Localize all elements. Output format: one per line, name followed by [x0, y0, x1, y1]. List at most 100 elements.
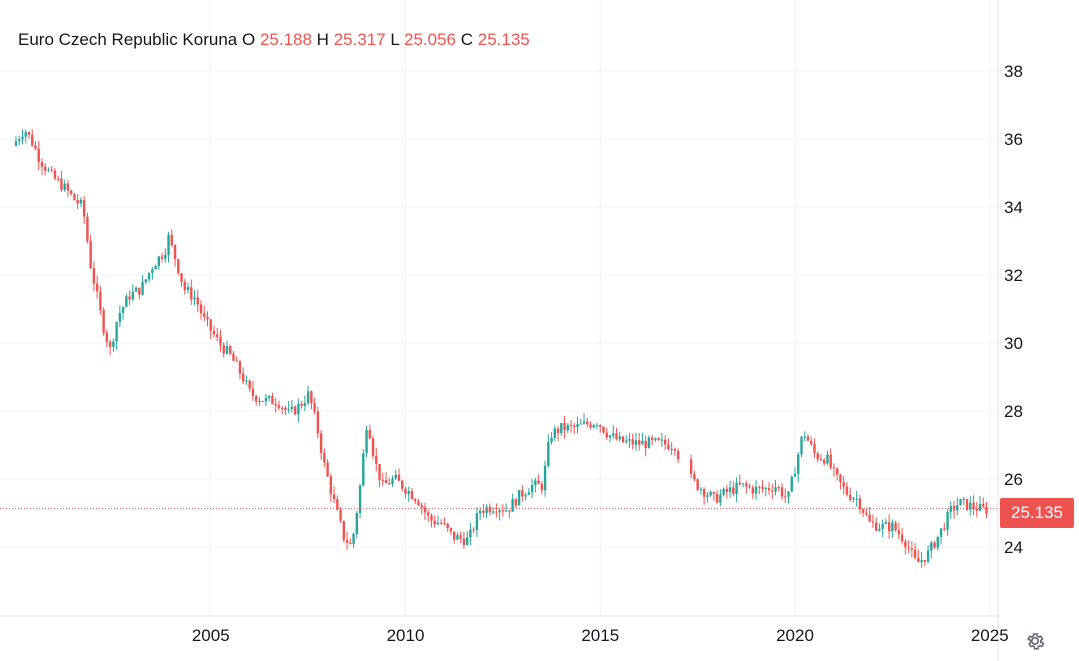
candle-body: [709, 492, 712, 496]
candle-body: [300, 403, 303, 407]
candle-body: [89, 241, 92, 268]
candle-body: [560, 423, 563, 434]
candle-body: [277, 405, 281, 408]
candle-body: [190, 287, 193, 300]
candle-body: [352, 533, 355, 544]
candle-body: [595, 425, 599, 427]
y-tick-label: 28: [1004, 402, 1023, 421]
candle-body: [767, 488, 771, 491]
candle-body: [547, 441, 550, 466]
candle-body: [235, 360, 238, 362]
candle-body: [615, 433, 618, 440]
candle-body: [34, 145, 37, 149]
candle-body: [647, 437, 651, 449]
candle-body: [154, 266, 157, 270]
candle-body: [858, 498, 862, 510]
candle-body: [829, 454, 832, 468]
y-tick-label: 34: [1004, 198, 1023, 217]
candle-body: [313, 403, 316, 412]
legend-low-value: 25.056: [403, 30, 456, 49]
candle-body: [657, 438, 660, 441]
candle-body: [972, 502, 975, 509]
candle-body: [527, 492, 531, 495]
candle-body: [433, 520, 436, 525]
candle-body: [634, 440, 638, 445]
candle-body: [582, 421, 586, 424]
x-tick-label: 2005: [192, 626, 230, 645]
candle-body: [625, 440, 628, 443]
candle-body: [599, 425, 602, 427]
candle-body: [164, 254, 167, 259]
candle-body: [355, 513, 359, 534]
y-tick-label: 38: [1004, 62, 1023, 81]
candle-body: [21, 136, 24, 140]
candle-body: [491, 511, 495, 513]
candle-body: [293, 406, 297, 415]
candle-body: [933, 542, 936, 548]
candle-body: [475, 513, 479, 530]
candle-body: [566, 424, 569, 431]
y-tick-label: 32: [1004, 266, 1023, 285]
candle-body: [576, 423, 579, 428]
candle-body: [982, 503, 985, 507]
candle-body: [738, 482, 742, 485]
legend-close-label: C: [460, 30, 473, 49]
candle-body: [891, 522, 894, 532]
candle-body: [673, 449, 677, 451]
candle-body: [342, 520, 346, 540]
candle-body: [371, 438, 375, 456]
candle-body: [543, 465, 547, 491]
candle-body: [229, 346, 232, 354]
candle-body: [248, 380, 251, 389]
candle-body: [212, 330, 216, 335]
x-tick-label: 2010: [387, 626, 425, 645]
candle-body: [329, 476, 333, 495]
candle-body: [706, 495, 709, 497]
candle-body: [556, 428, 560, 434]
candle-body: [667, 444, 670, 450]
candle-body: [160, 256, 164, 259]
candle-body: [378, 463, 381, 480]
candle-body: [128, 296, 131, 300]
candle-body: [102, 310, 105, 333]
candle-body: [53, 170, 57, 179]
candle-body: [24, 132, 27, 137]
candle-body: [115, 322, 118, 342]
candle-body: [978, 503, 982, 511]
legend: Euro Czech Republic Koruna O 25.188 H 25…: [18, 30, 530, 50]
candle-body: [326, 462, 329, 477]
candle-body: [251, 388, 255, 397]
candle-body: [108, 341, 112, 347]
candle-body: [563, 423, 566, 431]
candle-body: [793, 474, 797, 477]
candle-body: [267, 396, 271, 398]
gear-icon[interactable]: [1024, 630, 1046, 652]
candle-body: [569, 424, 573, 426]
candle-body: [209, 319, 212, 331]
legend-open-label: O: [241, 30, 256, 49]
candle-body: [336, 499, 339, 510]
candle-body: [904, 541, 907, 548]
candle-body: [472, 529, 475, 531]
candle-body: [774, 487, 777, 492]
candle-body: [105, 332, 109, 342]
candle-body: [462, 538, 466, 545]
candle-body: [605, 432, 608, 438]
candle-body: [712, 492, 716, 494]
candle-body: [488, 507, 492, 513]
candle-body: [368, 429, 371, 439]
candle-body: [404, 488, 407, 494]
candle-body: [761, 486, 764, 490]
candle-body: [848, 494, 852, 500]
candle-body: [446, 523, 449, 529]
candle-body: [842, 482, 845, 487]
candle-body: [274, 404, 277, 406]
y-tick-label: 36: [1004, 130, 1023, 149]
legend-high-value: 25.317: [333, 30, 386, 49]
candle-body: [27, 132, 31, 135]
candle-body: [719, 494, 722, 503]
candle-body: [579, 423, 582, 425]
candle-body: [345, 539, 349, 543]
candle-body: [660, 439, 664, 441]
